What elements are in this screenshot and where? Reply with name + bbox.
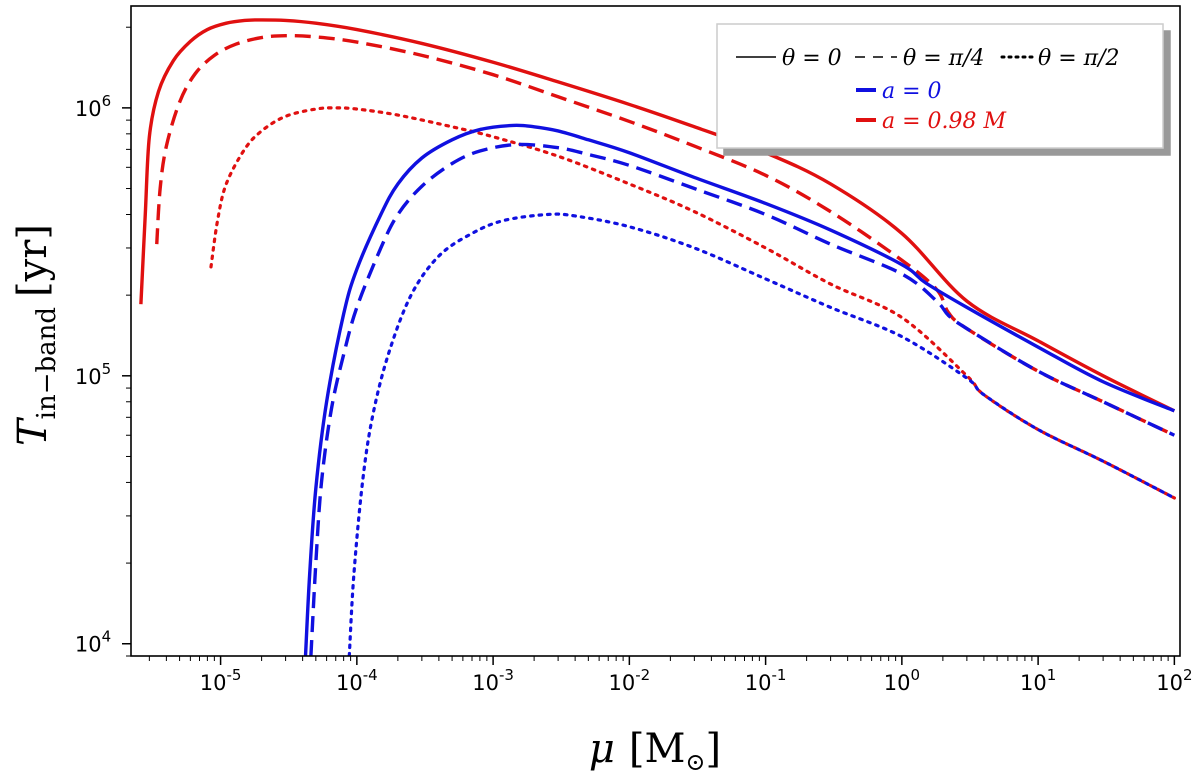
- legend-spin-0-label: a = 0: [882, 79, 942, 104]
- x-tick-label: 10-1: [745, 666, 787, 695]
- y-tick-label: 104: [75, 628, 111, 657]
- x-tick-label: 10-4: [336, 666, 378, 695]
- x-tick-label: 10-5: [200, 666, 242, 695]
- legend-spin-098-label: a = 0.98 M: [882, 109, 1007, 134]
- x-tick-label: 100: [884, 666, 920, 695]
- series-line-3: [303, 123, 1176, 656]
- series-line-4: [309, 142, 1176, 656]
- x-tick-label: 10-3: [472, 666, 514, 695]
- legend-box: [716, 23, 1164, 149]
- series-layer: [139, 18, 1176, 656]
- series-line-2: [209, 106, 1176, 500]
- y-axis-label: Tin−band[yr]: [10, 224, 62, 446]
- x-axis-label: μ [M⊙]: [589, 726, 721, 774]
- y-tick-label: 105: [75, 360, 111, 389]
- legend: θ = 0 θ = π/4 θ = π/2 a = 0 a = 0.98 M: [716, 23, 1164, 149]
- y-axis: 104 105 106: [75, 26, 131, 657]
- plot-frame: [130, 5, 1181, 657]
- y-tick-label: 106: [75, 92, 111, 121]
- series-line-0: [139, 18, 1176, 413]
- legend-theta-pi2-label: θ = π/2: [1038, 46, 1120, 71]
- x-axis: 10-5 10-4 10-3 10-2 10-1 100 101 102: [148, 656, 1193, 695]
- x-tick-label: 101: [1020, 666, 1056, 695]
- legend-theta-pi4-label: θ = π/4: [903, 46, 985, 71]
- legend-theta-0-label: θ = 0: [782, 46, 842, 71]
- x-tick-label: 10-2: [609, 666, 651, 695]
- x-tick-label: 102: [1156, 666, 1192, 695]
